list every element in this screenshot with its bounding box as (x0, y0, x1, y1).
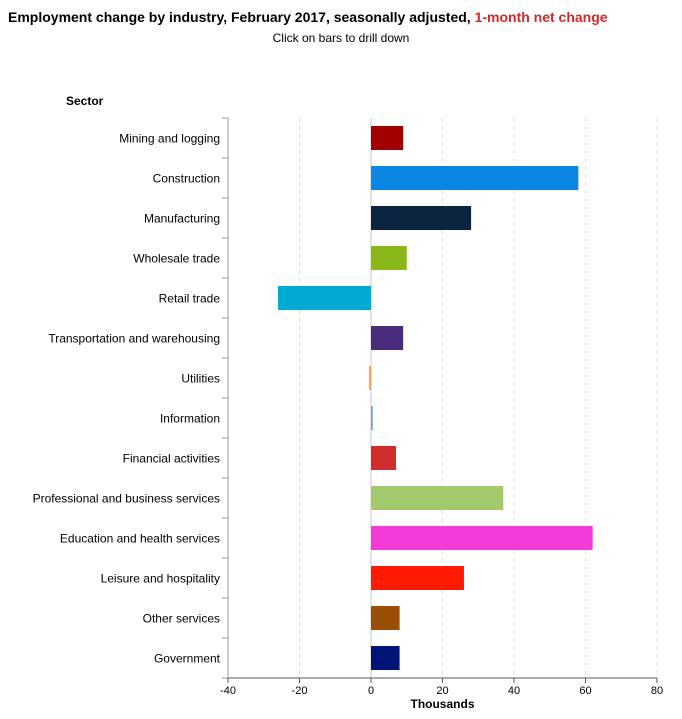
x-tick-label: 20 (436, 685, 448, 697)
bar-education-and-health-services[interactable] (371, 526, 593, 550)
bar-professional-and-business-services[interactable] (371, 486, 504, 510)
category-label: Other services (143, 612, 220, 626)
category-label: Government (154, 652, 221, 666)
x-axis-title: Thousands (410, 697, 474, 711)
x-tick-label: 0 (368, 685, 374, 697)
bar-construction[interactable] (371, 166, 579, 190)
axes: -40 -20 0 20 40 60 80 Thousands Sector (66, 94, 663, 711)
category-label: Retail trade (159, 292, 221, 306)
bar-wholesale-trade[interactable] (371, 246, 407, 270)
category-label: Leisure and hospitality (101, 572, 220, 586)
x-tick-label: 40 (508, 685, 520, 697)
x-tick-label: -40 (220, 685, 236, 697)
bar-transportation-and-warehousing[interactable] (371, 326, 404, 350)
chart-title: Employment change by industry, February … (8, 9, 678, 25)
category-label: Construction (153, 172, 220, 186)
bar-retail-trade[interactable] (278, 286, 371, 310)
x-tick-label: 80 (651, 685, 663, 697)
x-tick-label: 60 (579, 685, 591, 697)
category-axis-title: Sector (66, 94, 104, 108)
category-label: Transportation and warehousing (48, 332, 220, 346)
category-label: Professional and business services (33, 492, 220, 506)
category-label: Mining and logging (119, 132, 220, 146)
title-highlight: 1-month net change (474, 9, 608, 25)
category-labels: Mining and logging Construction Manufactur… (33, 132, 221, 666)
category-label: Wholesale trade (133, 252, 220, 266)
bar-mining-and-logging[interactable] (371, 126, 404, 150)
bar-government[interactable] (371, 646, 400, 670)
bar-utilities[interactable] (369, 366, 371, 390)
bar-other-services[interactable] (371, 606, 400, 630)
gridlines (299, 118, 658, 678)
category-label: Manufacturing (144, 212, 220, 226)
chart-subtitle: Click on bars to drill down (272, 31, 410, 45)
bar-manufacturing[interactable] (371, 206, 472, 230)
category-label: Financial activities (123, 452, 220, 466)
bar-leisure-and-hospitality[interactable] (371, 566, 464, 590)
category-label: Information (160, 412, 220, 426)
bars-group (278, 126, 593, 670)
bar-financial-activities[interactable] (371, 446, 397, 470)
category-label: Utilities (181, 372, 220, 386)
x-tick-label: -20 (292, 685, 308, 697)
title-main: Employment change by industry, February … (8, 9, 475, 25)
bar-information[interactable] (371, 406, 373, 430)
category-label: Education and health services (60, 532, 220, 546)
